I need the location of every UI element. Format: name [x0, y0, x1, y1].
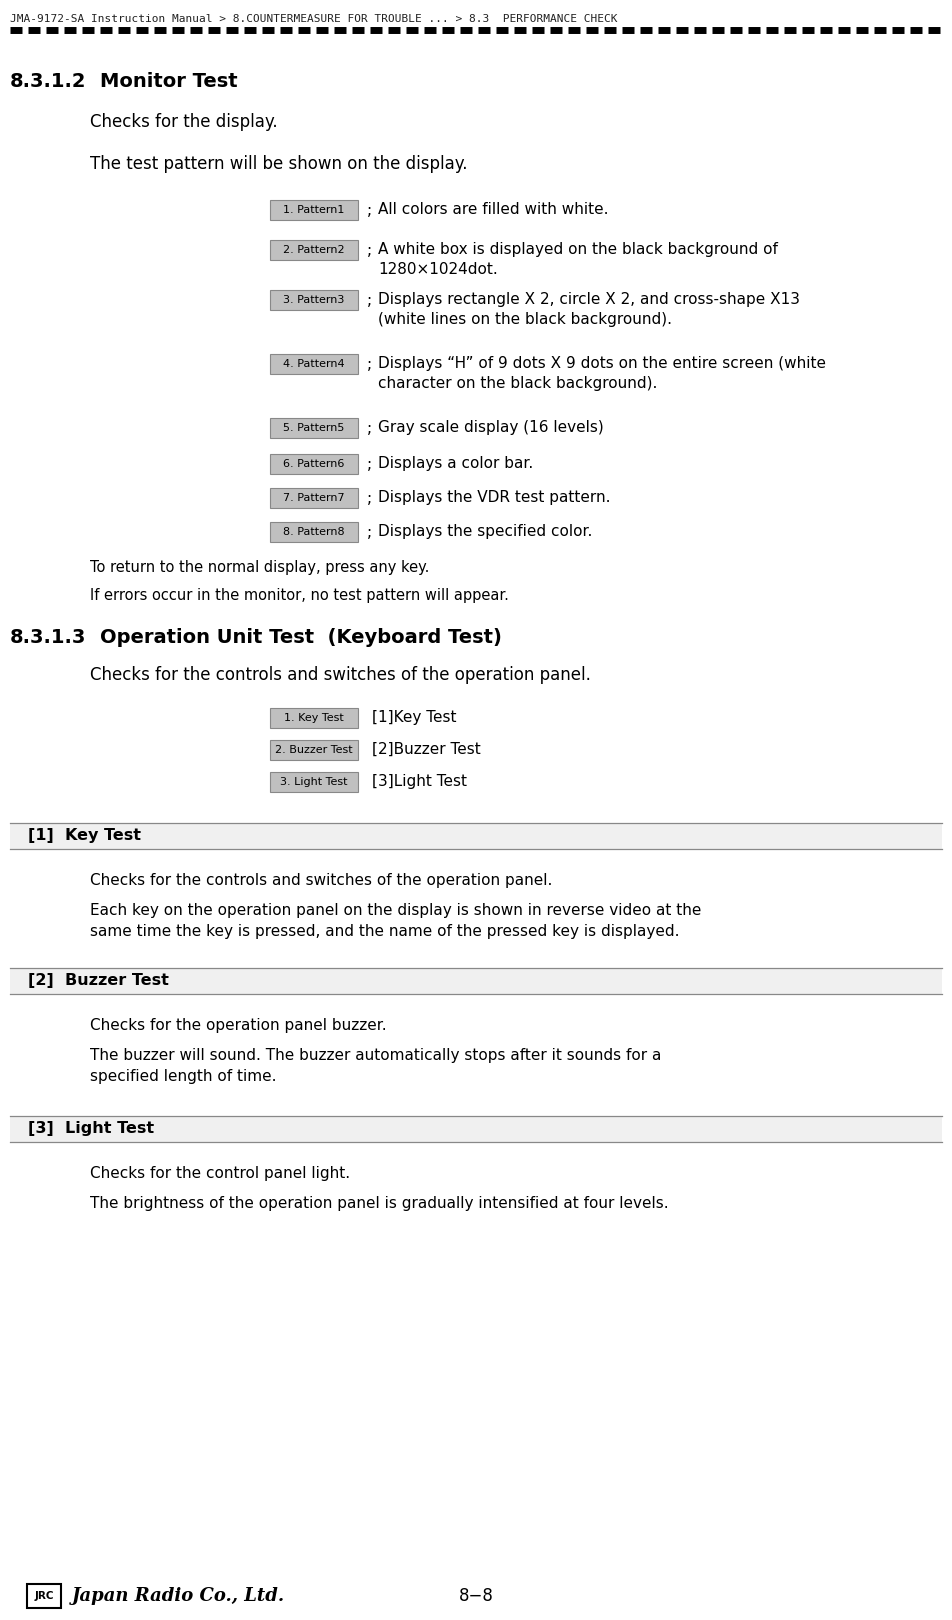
Text: 8.3.1.2: 8.3.1.2	[10, 71, 87, 91]
Text: The buzzer will sound. The buzzer automatically stops after it sounds for a
spec: The buzzer will sound. The buzzer automa…	[90, 1048, 662, 1084]
Text: The test pattern will be shown on the display.: The test pattern will be shown on the di…	[90, 156, 467, 173]
Text: ;: ;	[367, 356, 372, 373]
FancyBboxPatch shape	[270, 522, 358, 543]
Text: Checks for the operation panel buzzer.: Checks for the operation panel buzzer.	[90, 1017, 387, 1034]
Text: 7. Pattern7: 7. Pattern7	[283, 492, 345, 502]
Text: All colors are filled with white.: All colors are filled with white.	[378, 202, 608, 217]
Text: ;: ;	[367, 243, 372, 258]
FancyBboxPatch shape	[270, 454, 358, 475]
Text: [3]Light Test: [3]Light Test	[372, 774, 467, 789]
Text: Displays “H” of 9 dots X 9 dots on the entire screen (white
character on the bla: Displays “H” of 9 dots X 9 dots on the e…	[378, 356, 826, 392]
Text: 5. Pattern5: 5. Pattern5	[284, 423, 345, 433]
Text: A white box is displayed on the black background of
1280×1024dot.: A white box is displayed on the black ba…	[378, 241, 778, 277]
Text: Japan Radio Co., Ltd.: Japan Radio Co., Ltd.	[72, 1588, 286, 1605]
Text: JRC: JRC	[34, 1591, 53, 1601]
Text: ;: ;	[367, 525, 372, 539]
Text: [1]Key Test: [1]Key Test	[372, 710, 457, 726]
Text: Checks for the control panel light.: Checks for the control panel light.	[90, 1166, 350, 1181]
FancyBboxPatch shape	[270, 773, 358, 792]
FancyBboxPatch shape	[270, 740, 358, 760]
Text: 2. Pattern2: 2. Pattern2	[283, 245, 345, 254]
Text: 1. Key Test: 1. Key Test	[284, 713, 344, 723]
FancyBboxPatch shape	[270, 290, 358, 309]
Text: 4. Pattern4: 4. Pattern4	[283, 360, 345, 369]
FancyBboxPatch shape	[270, 355, 358, 374]
Text: Checks for the controls and switches of the operation panel.: Checks for the controls and switches of …	[90, 873, 552, 888]
FancyBboxPatch shape	[270, 199, 358, 220]
Text: Checks for the controls and switches of the operation panel.: Checks for the controls and switches of …	[90, 666, 591, 684]
Text: If errors occur in the monitor, no test pattern will appear.: If errors occur in the monitor, no test …	[90, 588, 509, 603]
FancyBboxPatch shape	[270, 488, 358, 509]
Text: Checks for the display.: Checks for the display.	[90, 113, 278, 131]
Text: 8−8: 8−8	[459, 1588, 493, 1605]
Text: Displays rectangle X 2, circle X 2, and cross-shape X13
(white lines on the blac: Displays rectangle X 2, circle X 2, and …	[378, 292, 800, 327]
Text: Displays the specified color.: Displays the specified color.	[378, 523, 592, 539]
Text: ;: ;	[367, 293, 372, 308]
Text: 8. Pattern8: 8. Pattern8	[283, 526, 345, 536]
Text: 8.3.1.3: 8.3.1.3	[10, 629, 87, 646]
FancyBboxPatch shape	[10, 1116, 942, 1142]
FancyBboxPatch shape	[270, 708, 358, 727]
Text: 3. Light Test: 3. Light Test	[280, 778, 347, 787]
Text: ;: ;	[367, 457, 372, 471]
Text: Gray scale display (16 levels): Gray scale display (16 levels)	[378, 420, 604, 436]
Text: ;: ;	[367, 202, 372, 219]
Text: 6. Pattern6: 6. Pattern6	[284, 458, 345, 470]
Text: The brightness of the operation panel is gradually intensified at four levels.: The brightness of the operation panel is…	[90, 1196, 668, 1212]
Text: 3. Pattern3: 3. Pattern3	[284, 295, 345, 305]
Text: 2. Buzzer Test: 2. Buzzer Test	[275, 745, 353, 755]
Text: [2]  Buzzer Test: [2] Buzzer Test	[28, 974, 169, 988]
FancyBboxPatch shape	[10, 969, 942, 995]
Text: 1. Pattern1: 1. Pattern1	[284, 206, 345, 215]
Text: ;: ;	[367, 421, 372, 436]
Text: [1]  Key Test: [1] Key Test	[28, 828, 141, 842]
Text: [3]  Light Test: [3] Light Test	[28, 1121, 154, 1136]
Text: JMA-9172-SA Instruction Manual > 8.COUNTERMEASURE FOR TROUBLE ... > 8.3  PERFORM: JMA-9172-SA Instruction Manual > 8.COUNT…	[10, 15, 618, 24]
FancyBboxPatch shape	[270, 418, 358, 437]
Text: Displays a color bar.: Displays a color bar.	[378, 455, 533, 471]
Text: Operation Unit Test  (Keyboard Test): Operation Unit Test (Keyboard Test)	[100, 629, 502, 646]
Text: Each key on the operation panel on the display is shown in reverse video at the
: Each key on the operation panel on the d…	[90, 902, 702, 940]
FancyBboxPatch shape	[10, 823, 942, 849]
Text: To return to the normal display, press any key.: To return to the normal display, press a…	[90, 561, 429, 575]
FancyBboxPatch shape	[270, 240, 358, 259]
FancyBboxPatch shape	[27, 1584, 61, 1609]
Text: [2]Buzzer Test: [2]Buzzer Test	[372, 742, 481, 757]
Text: ;: ;	[367, 491, 372, 505]
Text: Displays the VDR test pattern.: Displays the VDR test pattern.	[378, 489, 610, 505]
Text: Monitor Test: Monitor Test	[100, 71, 238, 91]
